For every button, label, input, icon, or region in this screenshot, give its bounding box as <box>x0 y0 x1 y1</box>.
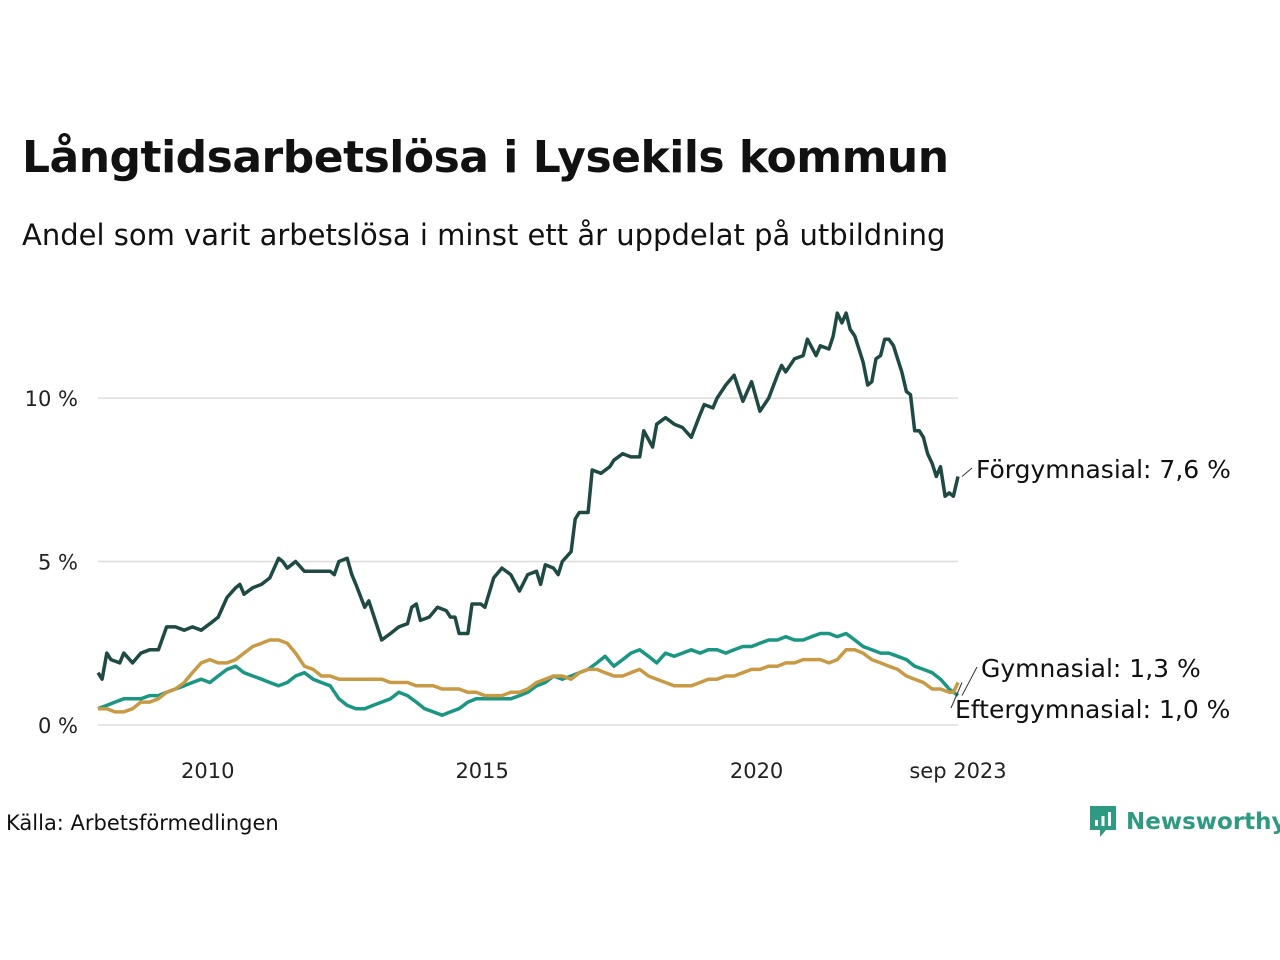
series-end-labels: Förgymnasial: 7,6 % Gymnasial: 1,3 % Efter… <box>950 455 1231 724</box>
label-leader-line <box>961 467 973 477</box>
series-end-label: Gymnasial: 1,3 % <box>981 654 1201 683</box>
y-axis-ticks: 0 % 5 % 10 % <box>25 387 78 738</box>
label-leader-line <box>961 666 978 696</box>
series-line-förgymnasial <box>96 311 960 681</box>
chart-subtitle: Andel som varit arbetslösa i minst ett å… <box>22 218 946 252</box>
x-tick-label: 2020 <box>730 759 783 783</box>
x-tick-label: 2010 <box>181 759 234 783</box>
label-leader-line <box>950 682 963 709</box>
brand-name: Newsworthy <box>1126 809 1280 835</box>
x-tick-label: 2015 <box>455 759 508 783</box>
series-lines <box>96 311 960 717</box>
newsworthy-logo-icon <box>1090 806 1116 837</box>
series-line-gymnasial <box>97 631 960 717</box>
brand-logo: Newsworthy <box>1088 804 1280 840</box>
chart-title: Långtidsarbetslösa i Lysekils kommun <box>22 132 949 183</box>
series-line-eftergymnasial <box>98 638 960 714</box>
y-tick-label: 5 % <box>38 551 78 575</box>
x-tick-label: sep 2023 <box>909 759 1006 783</box>
series-end-label: Eftergymnasial: 1,0 % <box>955 695 1230 724</box>
y-tick-label: 0 % <box>38 714 78 738</box>
grid-lines <box>98 397 958 726</box>
y-tick-label: 10 % <box>25 387 78 411</box>
source-note: Källa: Arbetsförmedlingen <box>6 811 279 835</box>
series-end-label: Förgymnasial: 7,6 % <box>976 455 1231 484</box>
x-axis-ticks: 2010 2015 2020 sep 2023 <box>181 759 1007 783</box>
